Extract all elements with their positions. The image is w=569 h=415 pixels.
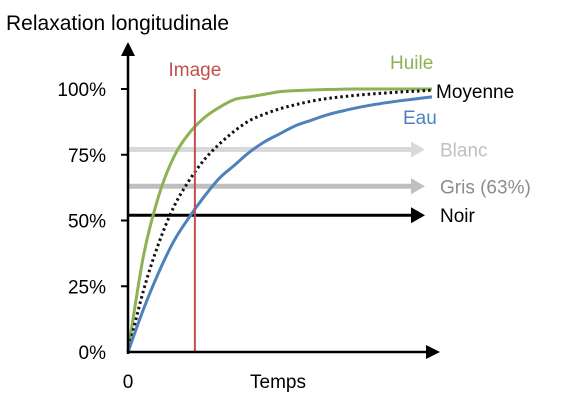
x-origin-label: 0: [123, 372, 134, 393]
threshold-arrowhead: [411, 141, 425, 158]
threshold-arrows: Blanc Gris (63%) Noir: [128, 140, 531, 227]
image-marker: Image: [168, 60, 221, 352]
y-axis-arrowhead: [121, 42, 135, 56]
threshold-arrowhead: [411, 178, 425, 195]
y-tick-label: 75%: [68, 146, 106, 167]
y-tick-label: 50%: [68, 212, 106, 233]
threshold-arrowhead: [411, 207, 425, 224]
threshold-label: Blanc: [440, 140, 488, 161]
series-label-huile: Huile: [390, 53, 433, 74]
y-tick-label: 100%: [57, 80, 106, 101]
chart-title: Relaxation longitudinale: [6, 12, 229, 35]
relaxation-curves: [126, 87, 433, 353]
x-axis-arrowhead: [426, 345, 440, 359]
y-ticks: 0% 25% 50% 75% 100%: [57, 80, 129, 364]
image-marker-label: Image: [168, 60, 221, 81]
axes: [121, 42, 440, 359]
threshold-label: Noir: [440, 206, 476, 227]
threshold-label: Gris (63%): [440, 177, 531, 198]
series-line-huile: [126, 87, 432, 353]
y-tick-label: 0%: [79, 343, 107, 364]
series-label-eau: Eau: [403, 108, 437, 129]
series-line-eau: [126, 95, 433, 353]
series-label-moyenne: Moyenne: [436, 82, 514, 103]
y-tick-label: 25%: [68, 277, 106, 298]
x-axis-label: Temps: [250, 372, 306, 393]
series-line-moyenne: [126, 88, 433, 353]
